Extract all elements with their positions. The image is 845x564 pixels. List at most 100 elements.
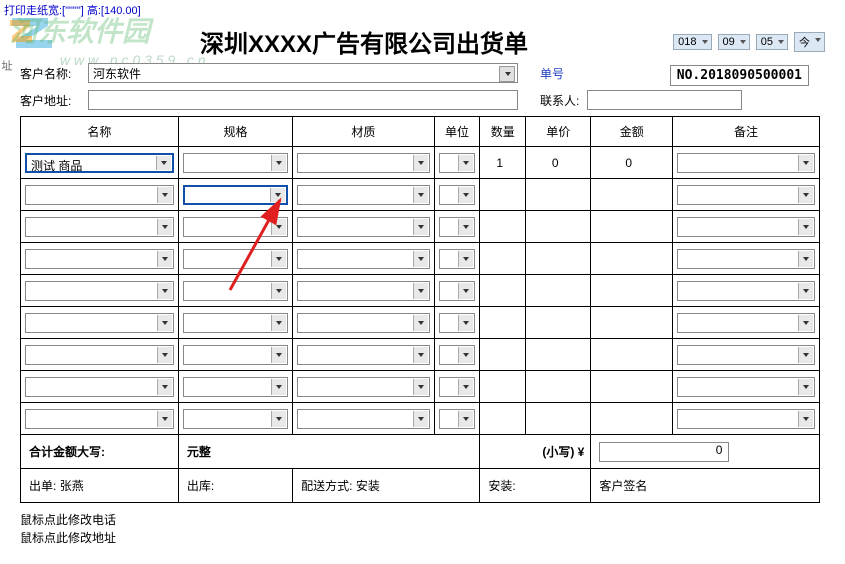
qty-cell[interactable] (480, 275, 526, 307)
unit-select[interactable] (439, 249, 476, 269)
note-select[interactable] (677, 345, 815, 365)
note-select[interactable] (677, 281, 815, 301)
summary-total: 0 (599, 442, 729, 462)
mat-select[interactable] (297, 313, 430, 333)
note-select[interactable] (677, 153, 815, 173)
table-row (21, 403, 820, 435)
mat-select[interactable] (297, 345, 430, 365)
qty-cell[interactable]: 1 (480, 147, 526, 179)
install-cell: 安装: (480, 469, 591, 503)
name-select[interactable] (25, 345, 174, 365)
spec-select[interactable] (183, 249, 288, 269)
unit-select[interactable] (439, 313, 476, 333)
th-qty: 数量 (480, 117, 526, 147)
ship-cell: 配送方式: 安装 (293, 469, 480, 503)
contact-input[interactable] (587, 90, 742, 110)
price-cell[interactable] (526, 179, 591, 211)
unit-select[interactable] (439, 185, 476, 205)
customer-addr-input[interactable] (88, 90, 518, 110)
unit-select[interactable] (439, 153, 476, 173)
name-select[interactable] (25, 409, 174, 429)
spec-select[interactable] (183, 345, 288, 365)
date-month[interactable]: 09 (718, 34, 750, 50)
unit-select[interactable] (439, 377, 476, 397)
qty-cell[interactable] (480, 211, 526, 243)
name-select[interactable] (25, 281, 174, 301)
table-row (21, 307, 820, 339)
amt-cell (591, 371, 673, 403)
qty-cell[interactable] (480, 371, 526, 403)
price-cell[interactable] (526, 307, 591, 339)
mat-select[interactable] (297, 249, 430, 269)
qty-cell[interactable] (480, 243, 526, 275)
spec-select[interactable] (183, 377, 288, 397)
price-cell[interactable] (526, 339, 591, 371)
th-unit: 单位 (434, 117, 480, 147)
note-select[interactable] (677, 377, 815, 397)
summary-cn: 元整 (178, 435, 480, 469)
spec-select[interactable] (183, 185, 288, 205)
name-select[interactable] (25, 185, 174, 205)
customer-addr-label: 客户地址: (20, 92, 80, 109)
price-cell[interactable] (526, 403, 591, 435)
amt-cell (591, 179, 673, 211)
table-row (21, 339, 820, 371)
table-row (21, 211, 820, 243)
unit-select[interactable] (439, 217, 476, 237)
spec-select[interactable] (183, 281, 288, 301)
spec-select[interactable] (183, 153, 288, 173)
price-cell[interactable] (526, 275, 591, 307)
note-select[interactable] (677, 217, 815, 237)
note-select[interactable] (677, 409, 815, 429)
name-select[interactable] (25, 249, 174, 269)
spec-select[interactable] (183, 409, 288, 429)
unit-select[interactable] (439, 281, 476, 301)
mat-select[interactable] (297, 217, 430, 237)
spec-select[interactable] (183, 217, 288, 237)
spec-select[interactable] (183, 313, 288, 333)
print-size-hint: 打印走纸宽:[""""] 高:[140.00] (0, 0, 845, 20)
qty-cell[interactable] (480, 339, 526, 371)
mat-select[interactable] (297, 185, 430, 205)
th-name: 名称 (21, 117, 179, 147)
note-select[interactable] (677, 249, 815, 269)
mat-select[interactable] (297, 153, 430, 173)
price-cell[interactable] (526, 211, 591, 243)
qty-cell[interactable] (480, 179, 526, 211)
amt-cell (591, 403, 673, 435)
qty-cell[interactable] (480, 403, 526, 435)
amt-cell (591, 275, 673, 307)
mat-select[interactable] (297, 377, 430, 397)
name-select[interactable]: 测试 商品 (25, 153, 174, 173)
name-select[interactable] (25, 217, 174, 237)
issuer-cell: 出单: 张燕 (21, 469, 179, 503)
price-cell[interactable]: 0 (526, 147, 591, 179)
note-phone[interactable]: 鼠标点此修改电话 (20, 511, 825, 529)
price-cell[interactable] (526, 243, 591, 275)
th-mat: 材质 (293, 117, 435, 147)
mat-select[interactable] (297, 409, 430, 429)
amt-cell: 0 (591, 147, 673, 179)
date-day[interactable]: 05 (756, 34, 788, 50)
order-number: NO.2018090500001 (670, 65, 809, 86)
date-today[interactable]: 今 (794, 32, 825, 52)
contact-label: 联系人: (540, 92, 579, 109)
qty-cell[interactable] (480, 307, 526, 339)
note-addr[interactable]: 鼠标点此修改地址 (20, 529, 825, 547)
summary-small-label: (小写) ¥ (480, 435, 591, 469)
out-cell: 出库: (178, 469, 292, 503)
table-row (21, 371, 820, 403)
unit-select[interactable] (439, 409, 476, 429)
table-row (21, 275, 820, 307)
note-select[interactable] (677, 185, 815, 205)
mat-select[interactable] (297, 281, 430, 301)
note-select[interactable] (677, 313, 815, 333)
name-select[interactable] (25, 377, 174, 397)
page-title: 深圳XXXX广告有限公司出货单 (200, 24, 528, 59)
name-select[interactable] (25, 313, 174, 333)
unit-select[interactable] (439, 345, 476, 365)
table-row (21, 243, 820, 275)
date-year[interactable]: 018 (673, 34, 711, 50)
price-cell[interactable] (526, 371, 591, 403)
amt-cell (591, 211, 673, 243)
